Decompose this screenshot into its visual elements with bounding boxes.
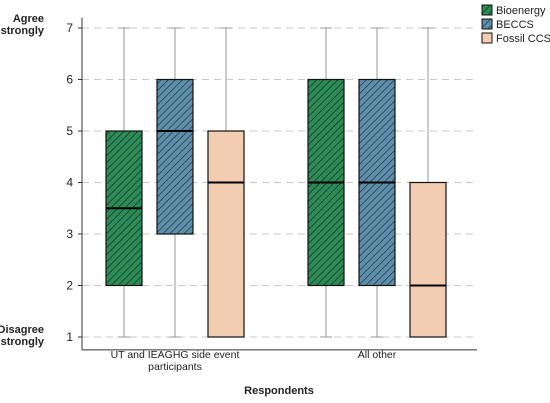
box-beccs (156, 78, 194, 235)
legend: Bioenergy BECCS Fossil CCS (481, 4, 550, 45)
y-end-label-top: Agree (13, 13, 44, 25)
y-tick-label: 4 (66, 176, 73, 190)
gridlines (82, 27, 477, 338)
x-axis-title: Respondents (244, 385, 314, 397)
legend-label: Fossil CCS (496, 33, 550, 45)
box-fossil-ccs (207, 130, 245, 338)
y-tick-label: 5 (66, 124, 73, 138)
x-category-label: UT and IEAGHG side event (111, 349, 240, 361)
y-tick-label: 7 (66, 21, 73, 35)
y-end-label-bottom: strongly (1, 336, 45, 348)
legend-swatch (481, 18, 493, 30)
legend-label: BECCS (496, 19, 534, 31)
legend-swatch (481, 4, 493, 16)
y-tick-label: 3 (66, 227, 73, 241)
y-end-label-bottom: Disagree (0, 324, 44, 336)
legend-swatch (481, 32, 493, 44)
y-end-label-top: strongly (1, 25, 45, 37)
y-tick-label: 6 (66, 73, 73, 87)
boxes (105, 27, 447, 338)
y-tick-label: 1 (66, 330, 73, 344)
x-category-label: participants (148, 361, 202, 373)
axes (78, 17, 477, 351)
legend-label: Bioenergy (496, 5, 546, 17)
y-tick-label: 2 (66, 279, 73, 293)
x-category-label: All other (358, 349, 397, 361)
box-fossil-ccs (409, 181, 447, 338)
